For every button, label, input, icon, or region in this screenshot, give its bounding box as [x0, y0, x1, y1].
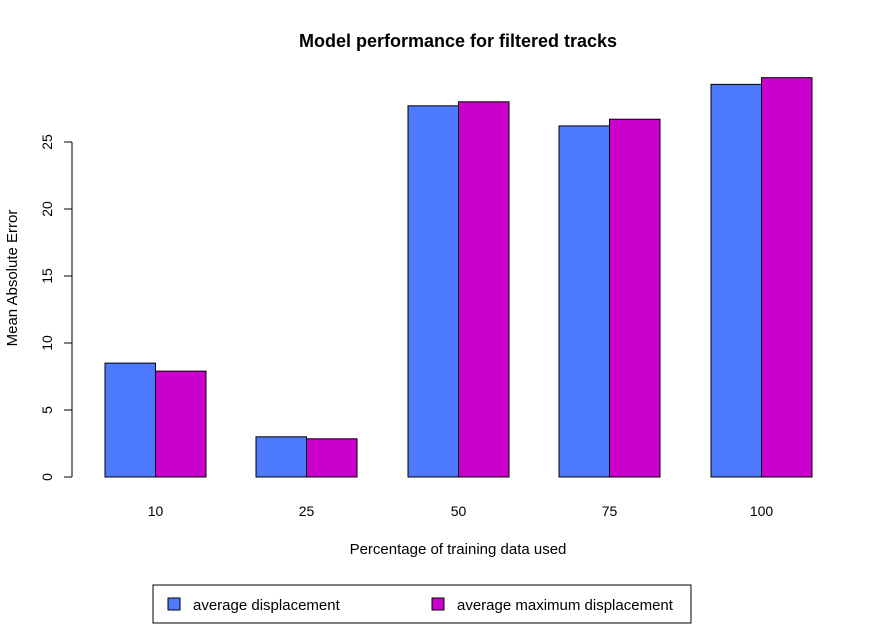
legend-label: average displacement	[193, 597, 341, 614]
y-tick-label: 10	[39, 335, 55, 351]
bar	[761, 77, 813, 478]
chart-title: Model performance for filtered tracks	[299, 31, 617, 51]
x-axis-label: Percentage of training data used	[350, 541, 567, 558]
x-tick-labels: 10 25 50 75 100	[148, 503, 774, 519]
bar	[155, 370, 207, 478]
y-tick-label: 5	[39, 406, 55, 414]
x-tick-label: 25	[299, 503, 315, 519]
legend-swatch	[431, 597, 445, 611]
bars	[104, 77, 813, 478]
legend-swatch	[167, 597, 181, 611]
x-tick-label: 10	[148, 503, 164, 519]
x-tick-label: 75	[602, 503, 618, 519]
legend-label: average maximum displacement	[457, 597, 674, 614]
y-axis-label: Mean Absolute Error	[4, 210, 21, 347]
y-tick-label: 25	[39, 134, 55, 150]
legend-box	[152, 584, 692, 624]
bar	[306, 438, 358, 478]
legend: average displacement average maximum disp…	[152, 584, 692, 624]
bar	[407, 105, 459, 478]
y-axis: 0 5 10 15 20 25	[39, 134, 73, 481]
y-tick-label: 15	[39, 268, 55, 284]
bar	[609, 118, 661, 478]
bar	[558, 125, 610, 478]
bar	[255, 436, 307, 478]
bar	[104, 362, 156, 478]
y-tick-label: 20	[39, 201, 55, 217]
x-tick-label: 100	[750, 503, 774, 519]
y-tick-label: 0	[39, 473, 55, 481]
bar	[458, 101, 510, 478]
bar	[710, 83, 762, 478]
x-tick-label: 50	[451, 503, 467, 519]
